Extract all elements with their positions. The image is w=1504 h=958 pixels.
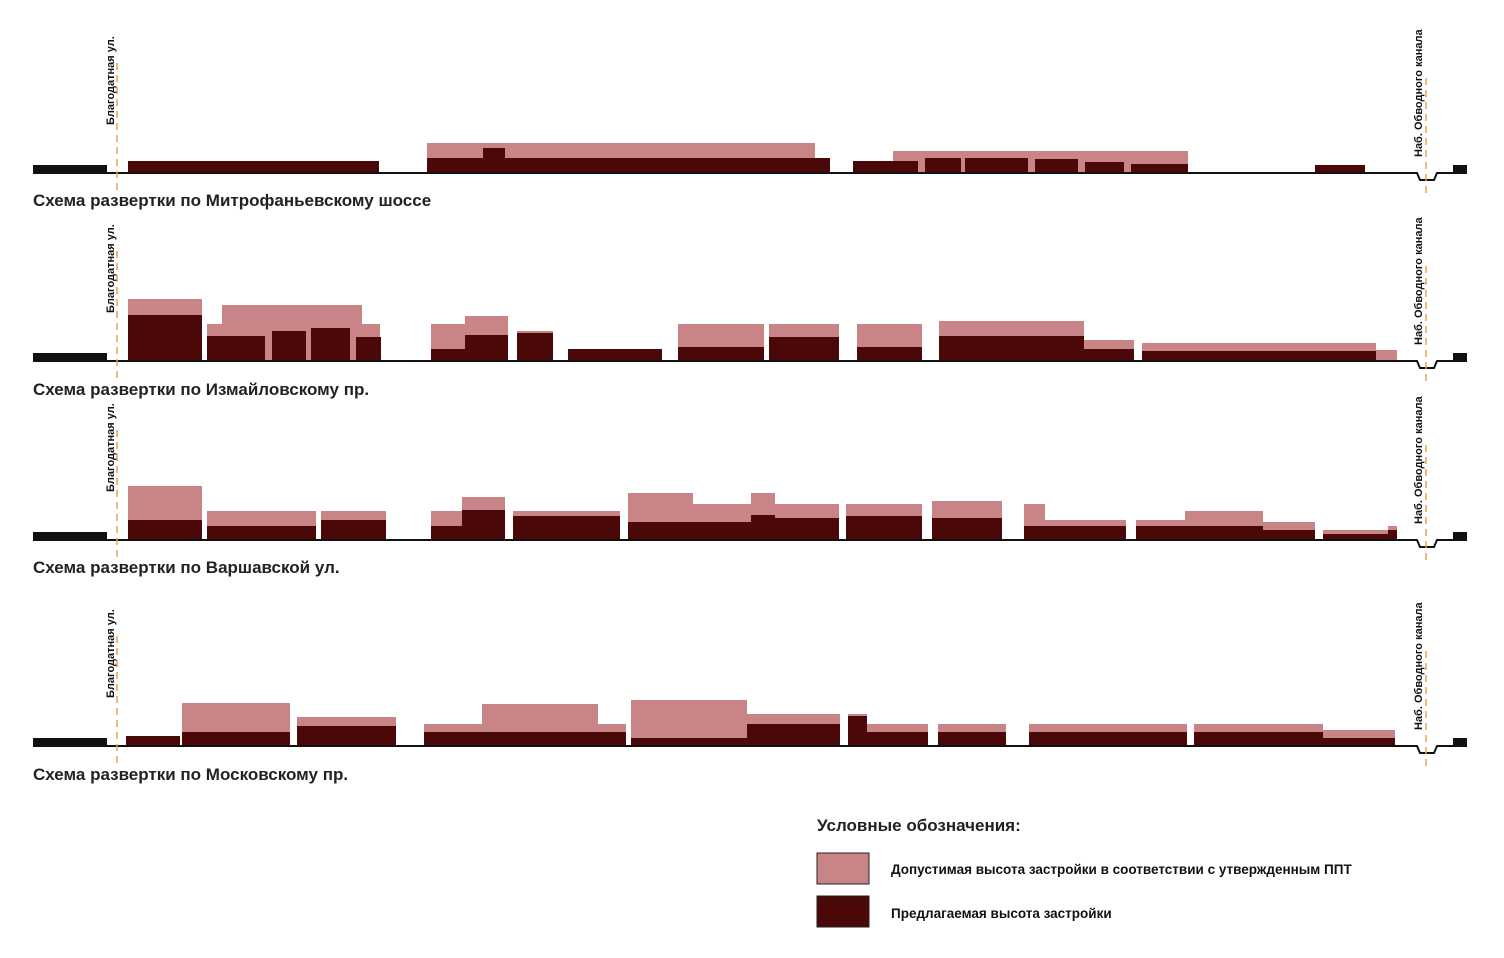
proposed-height [321, 520, 386, 540]
proposed-height [128, 520, 202, 540]
proposed-height [857, 347, 922, 361]
proposed-height [311, 328, 350, 361]
section-title: Схема развертки по Митрофаньевскому шосс… [33, 191, 431, 210]
proposed-height [678, 347, 764, 361]
proposed-height [1084, 349, 1134, 361]
section-title: Схема развертки по Измайловскому пр. [33, 380, 369, 399]
proposed-height [568, 349, 662, 361]
proposed-height [1024, 526, 1126, 540]
proposed-height [126, 736, 180, 746]
proposed-height [483, 148, 505, 173]
ground-line [33, 539, 1467, 548]
proposed-height [1029, 732, 1187, 746]
proposed-height [431, 349, 465, 361]
legend-swatch-permitted [816, 852, 870, 885]
street-label: Благодатная ул. [105, 36, 117, 125]
proposed-height [1142, 351, 1295, 361]
proposed-height [1194, 732, 1323, 746]
proposed-height [848, 716, 867, 746]
proposed-height [424, 732, 626, 746]
proposed-height [1263, 530, 1315, 540]
legend-label: Предлагаемая высота застройки [891, 906, 1112, 921]
ground-left [33, 532, 107, 540]
proposed-height [932, 518, 1002, 540]
legend-title: Условные обозначения: [817, 816, 1021, 835]
proposed-height [272, 331, 306, 361]
street-label: Наб. Обводного канала [1413, 396, 1425, 524]
proposed-height [1388, 530, 1397, 540]
proposed-height [1136, 526, 1263, 540]
proposed-height [867, 732, 928, 746]
proposed-height [182, 732, 290, 746]
proposed-height [465, 335, 508, 361]
proposed-height [513, 516, 620, 540]
proposed-height [128, 315, 202, 361]
proposed-height [853, 161, 918, 173]
proposed-height [672, 522, 752, 540]
proposed-height [207, 526, 316, 540]
legend-label: Допустимая высота застройки в соответств… [891, 862, 1352, 877]
street-label: Благодатная ул. [105, 609, 117, 698]
proposed-height [965, 158, 1028, 173]
street-label: Благодатная ул. [105, 403, 117, 492]
proposed-height [356, 337, 381, 361]
proposed-height [846, 516, 922, 540]
street-label: Благодатная ул. [105, 224, 117, 313]
proposed-height [207, 336, 265, 361]
proposed-height [1131, 164, 1188, 173]
ground-right [1453, 532, 1467, 540]
proposed-height [769, 337, 839, 361]
ground-right [1453, 738, 1467, 746]
proposed-height [128, 161, 379, 173]
section-title: Схема развертки по Варшавской ул. [33, 558, 340, 577]
proposed-height [1323, 738, 1395, 746]
section-title: Схема развертки по Московскому пр. [33, 765, 348, 784]
proposed-height [939, 336, 1084, 361]
permitted-height [1376, 350, 1397, 361]
ground-left [33, 165, 107, 173]
proposed-height [1323, 534, 1388, 540]
street-label: Наб. Обводного канала [1413, 29, 1425, 157]
proposed-height [631, 738, 747, 746]
ground-line [33, 172, 1467, 181]
ground-right [1453, 353, 1467, 361]
proposed-height [517, 333, 553, 361]
proposed-height [752, 518, 839, 540]
ground-line [33, 745, 1467, 754]
proposed-height [462, 510, 505, 540]
proposed-height [747, 724, 840, 746]
ground-left [33, 738, 107, 746]
ground-right [1453, 165, 1467, 173]
proposed-height [938, 732, 1006, 746]
ground-line [33, 360, 1467, 369]
proposed-height [925, 158, 961, 173]
ground-left [33, 353, 107, 361]
proposed-height [1035, 159, 1078, 173]
proposed-height [763, 158, 830, 173]
proposed-height [427, 158, 815, 173]
proposed-height [1295, 351, 1376, 361]
street-label: Наб. Обводного канала [1413, 602, 1425, 730]
legend-swatch-proposed [816, 895, 870, 928]
street-label: Наб. Обводного канала [1413, 217, 1425, 345]
proposed-height [1085, 162, 1124, 173]
proposed-height [1315, 165, 1365, 173]
proposed-height [297, 726, 396, 746]
